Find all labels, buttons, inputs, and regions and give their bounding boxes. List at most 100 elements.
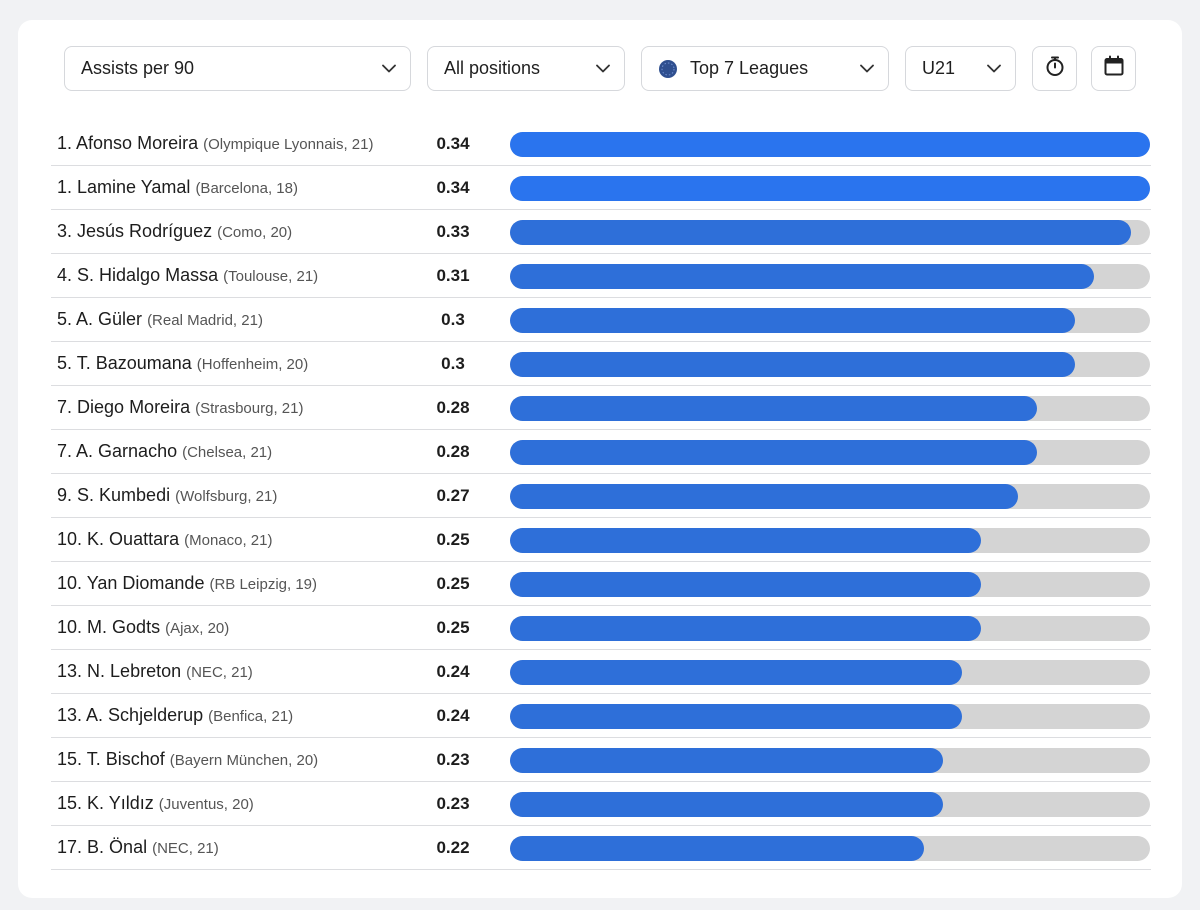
value-bar-track <box>510 484 1150 509</box>
value-bar-fill <box>510 484 1019 509</box>
player-value: 0.27 <box>436 485 470 505</box>
player-row[interactable]: 3. Jesús Rodríguez (Como, 20) 0.33 <box>51 210 1151 254</box>
player-name-text: A. Schjelderup <box>86 705 204 725</box>
player-name: 7. Diego Moreira (Strasbourg, 21) <box>57 397 303 418</box>
player-club-age: (Ajax, 20) <box>165 620 230 637</box>
player-name-text: S. Kumbedi <box>77 485 171 505</box>
player-rank: 1. <box>57 177 73 197</box>
player-row[interactable]: 10. K. Ouattara (Monaco, 21) 0.25 <box>51 518 1151 562</box>
player-name-text: N. Lebreton <box>87 661 182 681</box>
player-name: 9. S. Kumbedi (Wolfsburg, 21) <box>57 485 277 506</box>
player-name-text: Lamine Yamal <box>77 177 191 197</box>
player-value: 0.24 <box>436 705 470 725</box>
player-value: 0.25 <box>436 617 470 637</box>
age-dropdown[interactable]: U21 <box>905 46 1016 91</box>
value-bar-track <box>510 352 1150 377</box>
player-club-age: (Strasbourg, 21) <box>195 400 304 417</box>
chevron-down-icon <box>860 62 874 76</box>
player-row[interactable]: 7. Diego Moreira (Strasbourg, 21) 0.28 <box>51 386 1151 430</box>
league-dropdown-label: Top 7 Leagues <box>690 58 809 78</box>
value-bar-track <box>510 836 1150 861</box>
value-bar-fill <box>510 748 943 773</box>
player-name: 15. T. Bischof (Bayern München, 20) <box>57 749 318 770</box>
player-rank: 7. <box>57 441 73 461</box>
value-bar-track <box>510 660 1150 685</box>
player-club-age: (NEC, 21) <box>152 840 219 857</box>
player-row[interactable]: 5. T. Bazoumana (Hoffenheim, 20) 0.3 <box>51 342 1151 386</box>
value-bar-track <box>510 528 1150 553</box>
value-bar-track <box>510 704 1150 729</box>
player-value: 0.3 <box>441 353 465 373</box>
metric-dropdown[interactable]: Assists per 90 <box>64 46 411 91</box>
player-row[interactable]: 4. S. Hidalgo Massa (Toulouse, 21) 0.31 <box>51 254 1151 298</box>
value-bar-fill <box>510 660 962 685</box>
player-name-text: A. Garnacho <box>76 441 178 461</box>
player-row[interactable]: 17. B. Önal (NEC, 21) 0.22 <box>51 826 1151 870</box>
chevron-down-icon <box>987 62 1001 76</box>
player-club-age: (Bayern München, 20) <box>169 752 319 769</box>
player-name: 13. A. Schjelderup (Benfica, 21) <box>57 705 293 726</box>
player-row[interactable]: 10. M. Godts (Ajax, 20) 0.25 <box>51 606 1151 650</box>
value-bar-fill <box>510 396 1038 421</box>
player-row[interactable]: 5. A. Güler (Real Madrid, 21) 0.3 <box>51 298 1151 342</box>
player-value: 0.34 <box>436 177 470 197</box>
value-bar-fill <box>510 440 1038 465</box>
player-name-text: Afonso Moreira <box>76 133 199 153</box>
globe-icon <box>658 59 678 79</box>
player-rank: 5. <box>57 309 73 329</box>
player-name: 5. A. Güler (Real Madrid, 21) <box>57 309 263 330</box>
value-bar-track <box>510 572 1150 597</box>
player-rank: 13. <box>57 661 83 681</box>
player-value: 0.28 <box>436 397 470 417</box>
player-club-age: (Benfica, 21) <box>208 708 294 725</box>
player-rank: 7. <box>57 397 73 417</box>
value-bar-fill <box>510 176 1150 201</box>
player-name-text: Yan Diomande <box>86 573 205 593</box>
player-row[interactable]: 13. A. Schjelderup (Benfica, 21) 0.24 <box>51 694 1151 738</box>
value-bar-track <box>510 616 1150 641</box>
timer-button[interactable] <box>1032 46 1077 91</box>
player-club-age: (Wolfsburg, 21) <box>175 488 278 505</box>
value-bar-track <box>510 792 1150 817</box>
player-rank: 10. <box>57 529 83 549</box>
player-club-age: (Hoffenheim, 20) <box>196 356 309 373</box>
value-bar-fill <box>510 792 943 817</box>
position-dropdown[interactable]: All positions <box>427 46 625 91</box>
player-row[interactable]: 1. Lamine Yamal (Barcelona, 18) 0.34 <box>51 166 1151 210</box>
chevron-down-icon <box>596 62 610 76</box>
player-name: 5. T. Bazoumana (Hoffenheim, 20) <box>57 353 308 374</box>
player-value: 0.24 <box>436 661 470 681</box>
player-row[interactable]: 15. K. Yıldız (Juventus, 20) 0.23 <box>51 782 1151 826</box>
value-bar-fill <box>510 308 1075 333</box>
value-bar-track <box>510 132 1150 157</box>
player-name: 15. K. Yıldız (Juventus, 20) <box>57 793 254 814</box>
player-row[interactable]: 10. Yan Diomande (RB Leipzig, 19) 0.25 <box>51 562 1151 606</box>
player-name: 3. Jesús Rodríguez (Como, 20) <box>57 221 292 242</box>
player-rank: 5. <box>57 353 73 373</box>
player-club-age: (Olympique Lyonnais, 21) <box>203 136 374 153</box>
player-value: 0.23 <box>436 749 470 769</box>
player-rank: 3. <box>57 221 73 241</box>
player-name-text: M. Godts <box>87 617 161 637</box>
league-dropdown[interactable]: Top 7 Leagues <box>641 46 889 91</box>
player-rank: 15. <box>57 793 83 813</box>
value-bar-fill <box>510 836 925 861</box>
value-bar-track <box>510 748 1150 773</box>
player-club-age: (Juventus, 20) <box>158 796 254 813</box>
player-name-text: T. Bischof <box>86 749 165 769</box>
player-club-age: (Real Madrid, 21) <box>147 312 263 329</box>
value-bar-fill <box>510 264 1094 289</box>
player-row[interactable]: 1. Afonso Moreira (Olympique Lyonnais, 21… <box>51 122 1151 166</box>
player-name: 10. M. Godts (Ajax, 20) <box>57 617 229 638</box>
value-bar-fill <box>510 220 1132 245</box>
value-bar-track <box>510 176 1150 201</box>
player-club-age: (NEC, 21) <box>186 664 253 681</box>
player-row[interactable]: 7. A. Garnacho (Chelsea, 21) 0.28 <box>51 430 1151 474</box>
player-name: 4. S. Hidalgo Massa (Toulouse, 21) <box>57 265 318 286</box>
player-row[interactable]: 9. S. Kumbedi (Wolfsburg, 21) 0.27 <box>51 474 1151 518</box>
value-bar-track <box>510 440 1150 465</box>
player-row[interactable]: 13. N. Lebreton (NEC, 21) 0.24 <box>51 650 1151 694</box>
calendar-button[interactable] <box>1091 46 1136 91</box>
player-ranking-list: 1. Afonso Moreira (Olympique Lyonnais, 21… <box>51 122 1151 870</box>
player-row[interactable]: 15. T. Bischof (Bayern München, 20) 0.23 <box>51 738 1151 782</box>
